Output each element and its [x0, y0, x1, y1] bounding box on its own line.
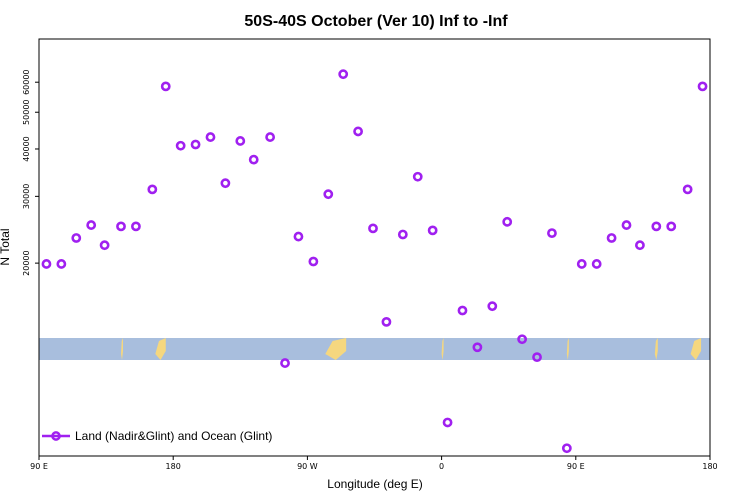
land-segment	[566, 338, 569, 360]
data-point	[248, 154, 259, 165]
data-point	[71, 233, 82, 243]
data-point	[697, 81, 708, 92]
data-point	[502, 216, 513, 227]
data-point	[517, 334, 528, 345]
y-tick-label: 30000	[22, 184, 31, 209]
data-point	[635, 240, 645, 251]
y-tick-label: 40000	[22, 136, 31, 161]
data-point	[131, 221, 141, 232]
data-point	[547, 228, 557, 239]
x-tick-label: 180	[166, 462, 181, 471]
data-point	[397, 229, 408, 240]
data-point	[56, 259, 67, 269]
legend-marker	[51, 431, 61, 441]
data-point	[561, 443, 572, 454]
land-ocean-band	[39, 338, 710, 360]
data-point	[338, 69, 349, 80]
land-segment	[690, 338, 702, 360]
data-point	[621, 220, 632, 230]
land-segment	[155, 338, 166, 360]
data-point	[116, 221, 126, 232]
data-point	[147, 184, 158, 195]
data-point	[190, 139, 201, 150]
data-point	[487, 301, 498, 312]
x-tick-label: 180	[702, 462, 717, 471]
plot-frame	[38, 38, 711, 457]
data-point	[651, 221, 662, 232]
data-point	[666, 221, 677, 232]
y-axis: 20000 30000 40000 50000 60000	[22, 69, 39, 276]
land-segment	[325, 338, 347, 360]
data-point	[606, 233, 617, 243]
x-tick-label: 90 W	[297, 462, 318, 471]
chart-title: 50S-40S October (Ver 10) Inf to -Inf	[244, 13, 508, 30]
land-segment	[121, 338, 124, 360]
data-point	[41, 259, 52, 269]
data-point	[576, 259, 587, 269]
data-point	[265, 132, 276, 142]
legend-label: Land (Nadir&Glint) and Ocean (Glint)	[75, 429, 272, 443]
land-segment	[654, 338, 658, 360]
y-tick-label: 20000	[22, 250, 31, 275]
data-point	[353, 126, 363, 137]
x-tick-label: 0	[439, 462, 444, 471]
y-tick-label: 50000	[22, 100, 31, 125]
data-point	[457, 305, 468, 316]
data-point	[205, 132, 216, 142]
data-point	[99, 240, 110, 251]
data-points	[41, 69, 708, 454]
data-point	[175, 140, 186, 151]
x-axis-title: Longitude (deg E)	[327, 477, 422, 491]
data-point	[591, 259, 602, 269]
data-point	[442, 417, 453, 428]
data-point	[472, 342, 483, 353]
data-point	[160, 81, 171, 92]
x-tick-label: 90 E	[567, 462, 585, 471]
data-point	[323, 189, 334, 200]
data-point	[381, 316, 392, 327]
data-point	[427, 225, 438, 236]
x-tick-label: 90 E	[30, 462, 48, 471]
data-point	[682, 184, 693, 195]
data-point	[293, 231, 304, 242]
data-point	[308, 256, 319, 267]
data-point	[220, 178, 231, 189]
data-point	[412, 171, 423, 182]
ocean-band	[39, 338, 710, 360]
legend: Land (Nadir&Glint) and Ocean (Glint)	[42, 429, 272, 443]
data-point	[532, 352, 542, 363]
x-axis: 90 E 180 90 W 0 90 E 180	[30, 456, 718, 471]
data-point	[368, 223, 378, 234]
y-tick-label: 60000	[22, 69, 31, 94]
data-point	[280, 358, 290, 368]
y-axis-title: N Total	[0, 228, 12, 265]
data-point	[86, 220, 97, 230]
data-point	[235, 136, 246, 146]
land-segment	[441, 338, 444, 360]
